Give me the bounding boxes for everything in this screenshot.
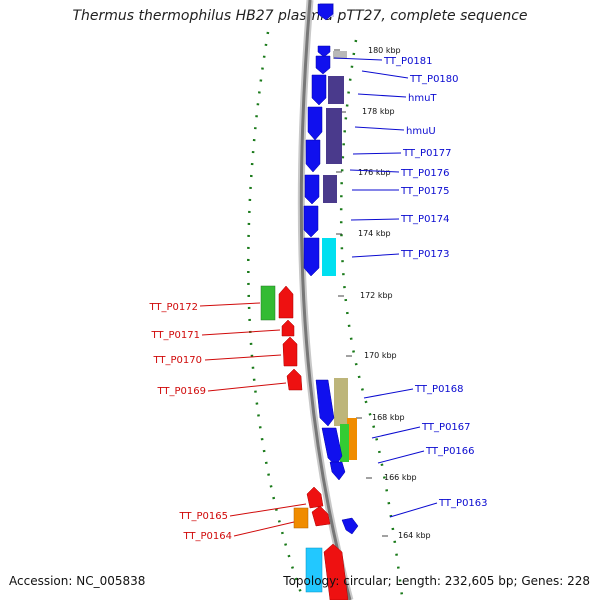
gene-arrow-tt-p0175: [304, 174, 320, 205]
reverse-gene-arrows: [260, 285, 349, 600]
gene-arrow-tt-p0171: [281, 319, 295, 337]
topology-stats-label: Topology: circular; Length: 232,605 bp; …: [283, 574, 590, 588]
gene-arrow-tt-p0177: [307, 106, 323, 141]
gene-arrow-bottom-red: [323, 543, 349, 600]
cog-block-cyan: [322, 238, 336, 276]
backbone: [299, 0, 352, 600]
cog-block-orange: [347, 418, 357, 460]
gene-arrow-tt-p0167: [321, 427, 343, 467]
gene-arrow-tt-p0164: [311, 505, 331, 527]
gene-label-hmuu: hmuU: [406, 126, 436, 137]
cog-block-khaki: [334, 378, 348, 426]
gene-label-tt-p0163: TT_P0163: [438, 498, 488, 509]
gene-label-tt-p0180: TT_P0180: [409, 74, 459, 85]
reverse-label-lines: [199, 302, 307, 537]
cog-block-orange-reverse: [293, 507, 309, 529]
gene-label-tt-p0171: TT_P0171: [150, 330, 200, 341]
gene-label-tt-p0181: TT_P0181: [383, 56, 433, 67]
gc-skew-inner-curve: [339, 39, 404, 597]
gene-arrow-hmut: [315, 55, 331, 75]
map-title: Thermus thermophilus HB27 plasmid pTT27,…: [72, 8, 528, 24]
gene-arrow-tt-p0166: [329, 461, 346, 481]
gene-label-tt-p0172: TT_P0172: [148, 302, 198, 313]
cog-block-green: [340, 424, 349, 462]
gene-arrow-tt-p0172: [278, 285, 294, 319]
gene-label-hmut: hmuT: [408, 93, 437, 104]
tick-label-174kbp: 174 kbp: [358, 229, 391, 238]
gene-arrow-tt-p0174: [303, 205, 319, 238]
gene-label-tt-p0173: TT_P0173: [400, 249, 450, 260]
gene-label-tt-p0170: TT_P0170: [152, 355, 202, 366]
gene-label-tt-p0166: TT_P0166: [425, 446, 475, 457]
gc-skew-outer-curve: [247, 31, 304, 597]
tick-label-170kbp: 170 kbp: [364, 351, 397, 360]
cog-block-purple-2: [326, 108, 342, 164]
gene-label-tt-p0167: TT_P0167: [421, 422, 471, 433]
forward-gene-arrows: [303, 3, 359, 535]
cog-block-purple-3: [323, 175, 337, 203]
gene-arrow-tt-p0173: [303, 237, 320, 277]
gene-arrow-tt-p0180: [317, 45, 331, 58]
tick-label-168kbp: 168 kbp: [372, 413, 405, 422]
gene-arrow-tt-p0176: [305, 139, 321, 173]
gene-label-tt-p0165: TT_P0165: [178, 511, 228, 522]
gene-arrow-tt-p0181: [317, 3, 334, 21]
gene-arrow-tt-p0163: [341, 517, 359, 535]
gene-arrow-tt-p0168: [315, 379, 335, 427]
tick-label-172kbp: 172 kbp: [360, 291, 393, 300]
tick-label-166kbp: 166 kbp: [384, 473, 417, 482]
gene-label-tt-p0175: TT_P0175: [400, 186, 450, 197]
cog-block-gray: [333, 51, 347, 59]
cog-block-cyan-reverse: [305, 547, 323, 593]
tick-label-176kbp: 176 kbp: [358, 168, 391, 177]
gene-arrow-tt-p0165: [306, 486, 324, 509]
gene-label-tt-p0176: TT_P0176: [400, 168, 450, 179]
cog-block-purple-1: [328, 76, 344, 104]
tick-label-178kbp: 178 kbp: [362, 107, 395, 116]
cog-block-green-reverse: [260, 285, 276, 321]
accession-label: Accession: NC_005838: [9, 574, 146, 588]
gene-label-tt-p0168: TT_P0168: [414, 384, 464, 395]
forward-label-lines: [333, 57, 438, 518]
gene-label-tt-p0164: TT_P0164: [182, 531, 232, 542]
gene-label-tt-p0169: TT_P0169: [156, 386, 206, 397]
gene-arrow-hmuu: [311, 74, 327, 106]
gene-arrow-tt-p0170: [282, 336, 298, 367]
gene-label-tt-p0174: TT_P0174: [400, 214, 450, 225]
gene-label-tt-p0177: TT_P0177: [402, 148, 452, 159]
gene-arrow-tt-p0169: [286, 368, 303, 391]
tick-label-180kbp: 180 kbp: [368, 46, 401, 55]
tick-label-164kbp: 164 kbp: [398, 531, 431, 540]
